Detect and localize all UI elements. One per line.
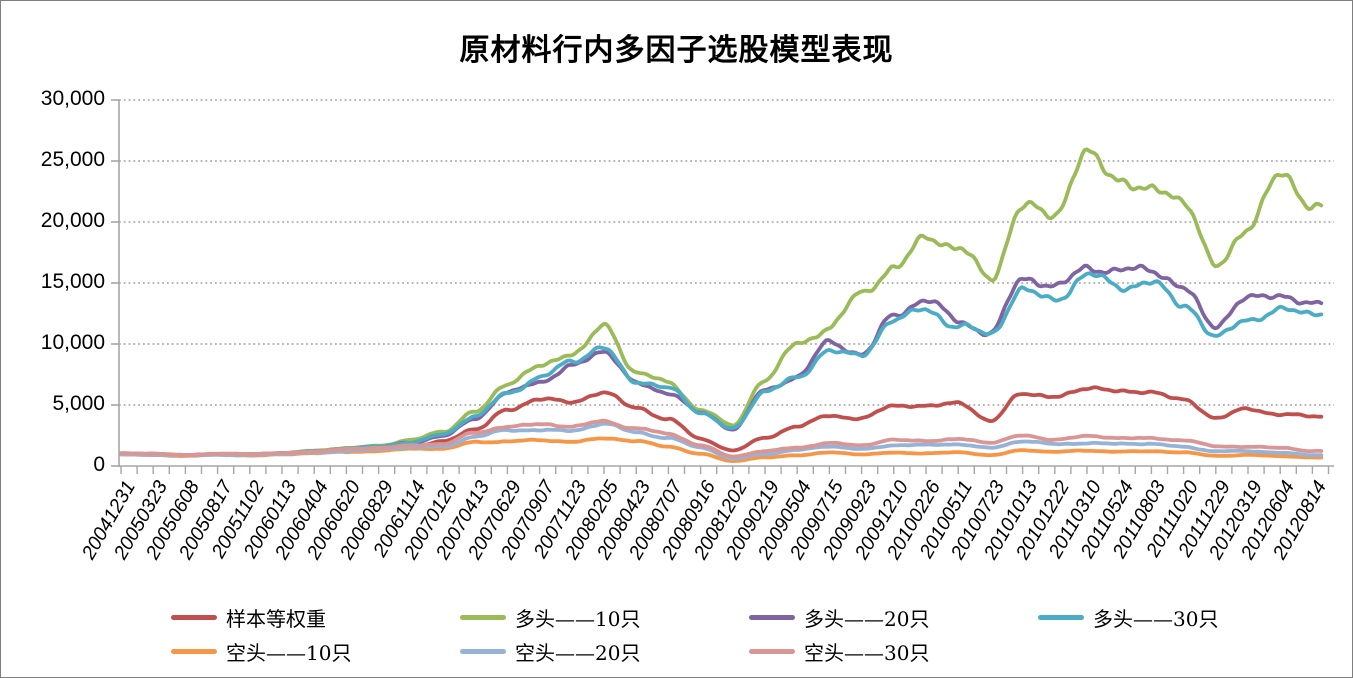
legend-marker-short-30 bbox=[749, 648, 795, 654]
series-line-long-30 bbox=[119, 271, 1324, 458]
legend-label: 多头——10只 bbox=[515, 606, 641, 631]
legend-marker-long-20 bbox=[749, 614, 795, 620]
legend-item-long-30: 多头——30只 bbox=[1038, 604, 1219, 631]
legend-marker-short-10 bbox=[171, 648, 217, 654]
legend-label: 空头——30只 bbox=[804, 640, 930, 665]
legend-item-long-20: 多头——20只 bbox=[749, 604, 930, 631]
legend-label: 空头——10只 bbox=[226, 640, 352, 665]
legend-marker-short-20 bbox=[460, 648, 506, 654]
legend-marker-long-10 bbox=[460, 614, 506, 620]
legend-label: 空头——20只 bbox=[515, 640, 641, 665]
chart-title: 原材料行内多因子选股模型表现 bbox=[459, 33, 894, 68]
series-line-long-10 bbox=[119, 147, 1324, 458]
legend-marker-sample-equal-weight bbox=[171, 614, 217, 620]
legend-item-short-20: 空头——20只 bbox=[460, 638, 641, 665]
legend-item-short-10: 空头——10只 bbox=[171, 638, 352, 665]
legend-item-long-10: 多头——10只 bbox=[460, 604, 641, 631]
y-tick-label: 30,000 bbox=[40, 87, 105, 110]
legend-label: 多头——20只 bbox=[804, 606, 930, 631]
legend-marker-long-30 bbox=[1038, 614, 1084, 620]
legend-label: 样本等权重 bbox=[226, 606, 326, 631]
y-tick-label: 5,000 bbox=[52, 392, 105, 415]
y-tick-label: 15,000 bbox=[40, 270, 105, 293]
y-tick-label: 10,000 bbox=[40, 331, 105, 354]
legend-item-sample-equal-weight: 样本等权重 bbox=[171, 604, 326, 631]
legend-item-short-30: 空头——30只 bbox=[749, 638, 930, 665]
y-tick-label: 20,000 bbox=[40, 209, 105, 232]
y-tick-label: 0 bbox=[93, 453, 105, 476]
series-line-long-20 bbox=[119, 263, 1324, 458]
series-line-short-30 bbox=[119, 418, 1324, 459]
legend-label: 多头——30只 bbox=[1093, 606, 1219, 631]
y-tick-label: 25,000 bbox=[40, 148, 105, 171]
